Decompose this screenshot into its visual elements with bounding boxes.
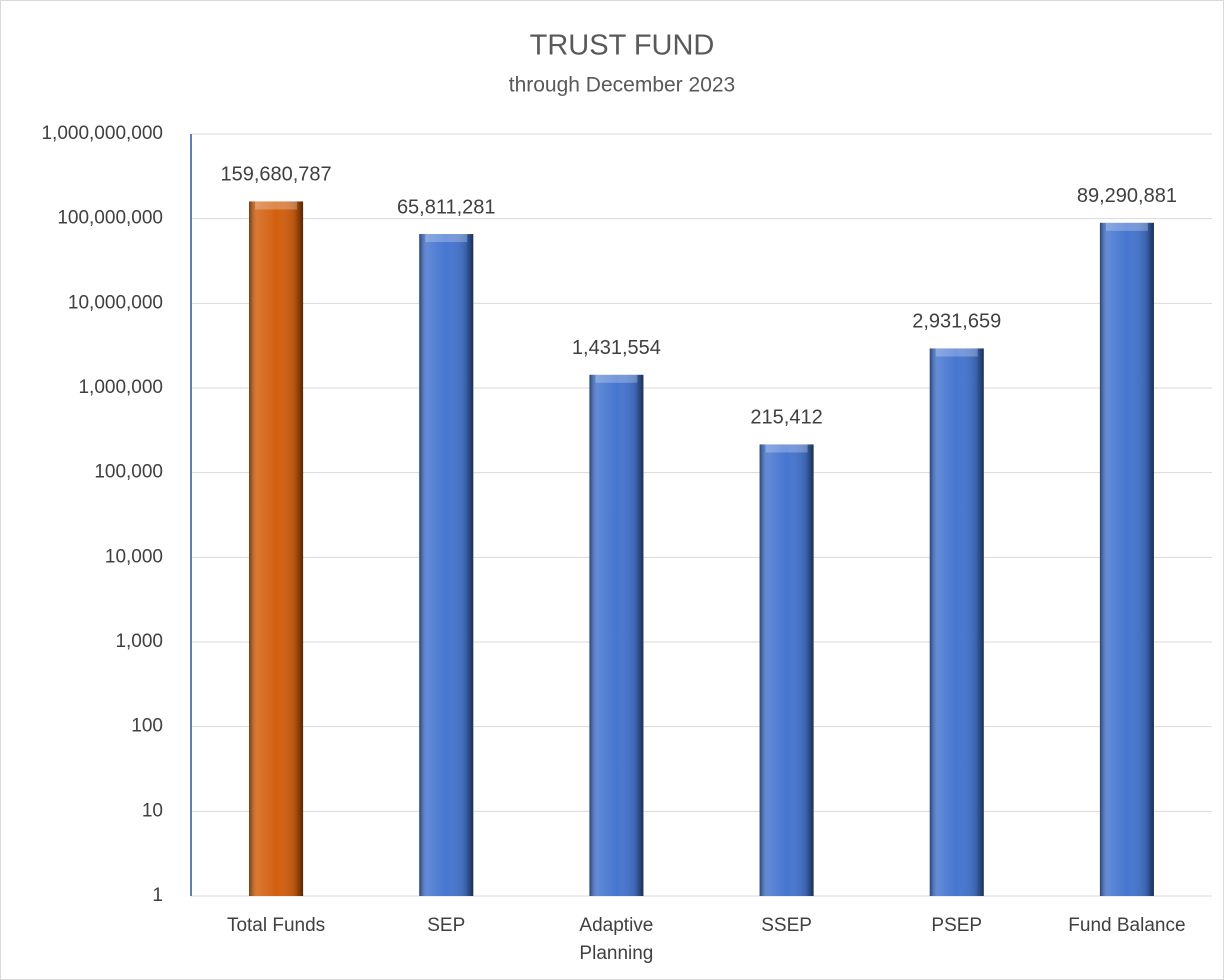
y-tick-label: 10,000,000 xyxy=(68,292,163,313)
y-tick-label: 1 xyxy=(152,885,163,906)
y-tick-label: 100,000,000 xyxy=(57,208,163,229)
bar-shading xyxy=(929,348,984,896)
y-tick-label: 1,000,000,000 xyxy=(41,123,163,144)
value-label: 159,680,787 xyxy=(220,164,331,186)
y-tick-label: 100 xyxy=(131,716,163,737)
bar-bevel xyxy=(1105,222,1148,231)
value-label: 215,412 xyxy=(750,407,822,429)
bar-shading xyxy=(249,201,304,896)
bar-bevel xyxy=(935,348,978,357)
x-tick-label-box: Total Funds xyxy=(226,915,326,936)
y-tick-label: 1,000 xyxy=(115,631,163,652)
bar-shading xyxy=(589,374,644,896)
x-tick-label: SSEP xyxy=(761,915,812,936)
value-label: 1,431,554 xyxy=(572,337,661,359)
y-tick-label: 1,000,000 xyxy=(78,377,163,398)
bar-shading xyxy=(1099,222,1154,896)
x-tick-label-box: Fund Balance xyxy=(1068,915,1186,936)
x-tick-label-box: Adaptive Planning xyxy=(579,915,654,964)
value-label: 89,290,881 xyxy=(1077,185,1177,207)
chart-title: TRUST FUND xyxy=(530,30,715,62)
y-tick-label: 10 xyxy=(142,800,163,821)
bar-bevel xyxy=(255,201,298,210)
x-tick-label-box: PSEP xyxy=(931,915,983,936)
bar-shading xyxy=(759,444,814,896)
x-tick-label: Fund Balance xyxy=(1068,915,1186,936)
x-tick-label: SEP xyxy=(427,915,466,936)
chart-subtitle: through December 2023 xyxy=(509,74,735,97)
value-label: 65,811,281 xyxy=(397,196,496,218)
bar-bevel xyxy=(765,444,808,453)
bar-bevel xyxy=(425,234,468,243)
y-tick-label: 100,000 xyxy=(94,462,163,483)
bar-shading xyxy=(419,234,474,897)
value-label: 2,931,659 xyxy=(912,311,1001,333)
x-tick-label: PSEP xyxy=(931,915,983,936)
x-tick-label: Adaptive Planning xyxy=(579,915,654,964)
x-tick-label: Total Funds xyxy=(226,915,326,936)
y-tick-label: 10,000 xyxy=(105,546,163,567)
bar-bevel xyxy=(595,374,638,383)
x-tick-label-box: SEP xyxy=(427,915,466,936)
x-tick-label-box: SSEP xyxy=(761,915,812,936)
